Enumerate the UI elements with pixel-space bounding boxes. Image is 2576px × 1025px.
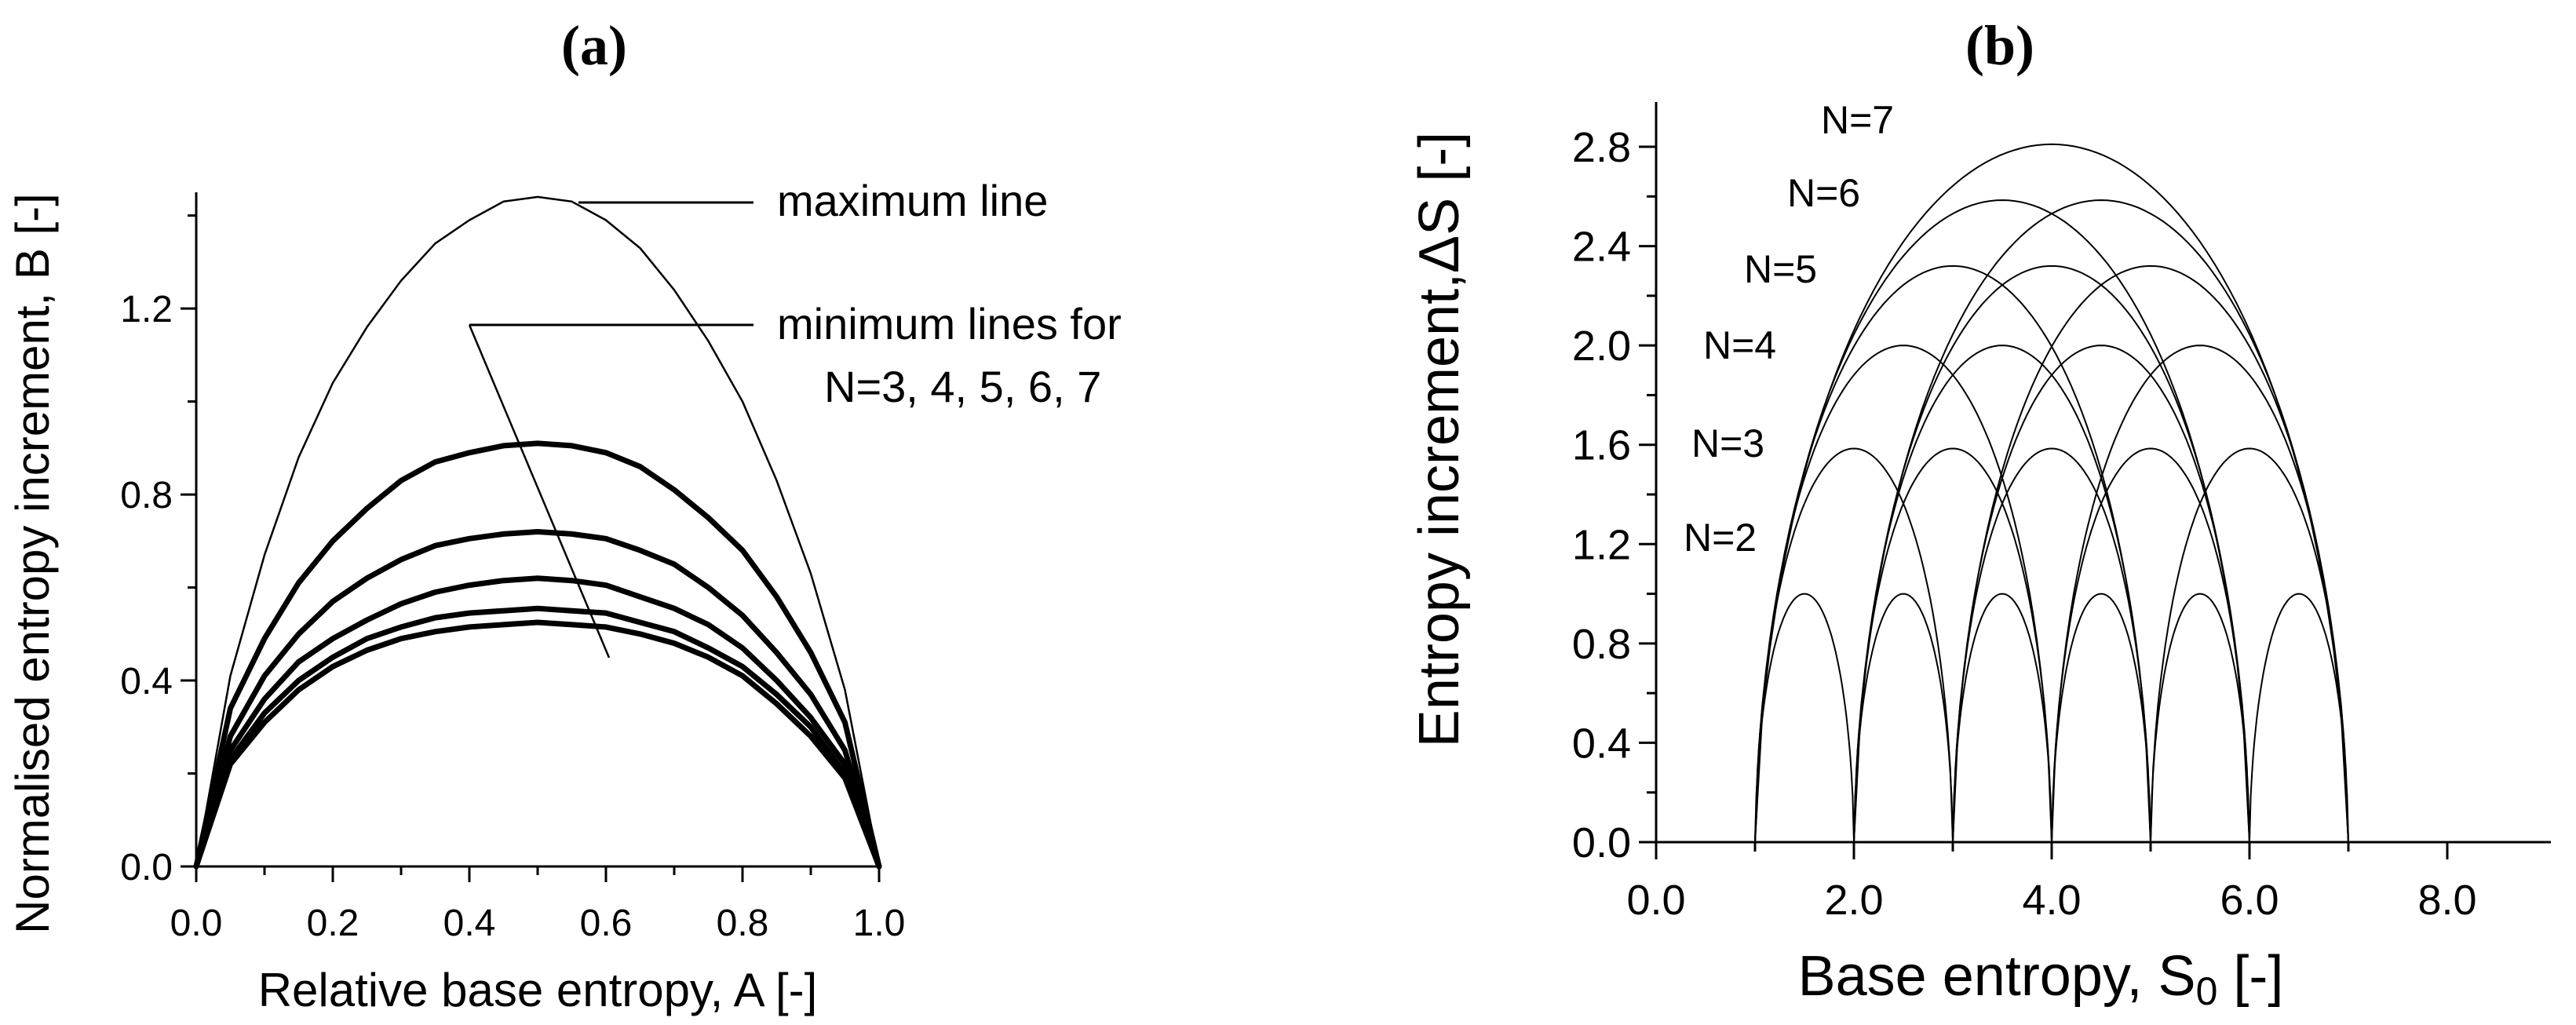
panel-a-y-tick-label: 0.0 [120, 847, 173, 888]
panel-b-x-tick-label: 8.0 [2417, 877, 2476, 924]
series-label-N-2: N=2 [1684, 516, 1757, 560]
maximum-line-curve [195, 195, 881, 868]
panel-b-y-tick-label: 1.2 [1572, 521, 1631, 568]
minimum-line-curve-4 [193, 605, 882, 870]
arch-N3-9 [2051, 447, 2250, 843]
panel-a-x-axis-label: Relative base entropy, A [-] [258, 964, 818, 1016]
minimum-lines-annotation-2: N=3, 4, 5, 6, 7 [824, 362, 1101, 411]
panel-b-ticks [1639, 145, 2449, 859]
panel-a-curves [193, 195, 882, 870]
arch-N2-2 [1952, 593, 2052, 843]
panel-b-x-axis-label-text: Base entropy, S [1798, 945, 2196, 1008]
panel-b-x-axis-label-unit: [-] [2217, 945, 2283, 1008]
panel-b-y-tick-label: 0.0 [1572, 819, 1631, 866]
arch-N5-15 [1754, 264, 2151, 843]
minimum-line-curve-3 [193, 575, 882, 870]
series-label-N-5: N=5 [1744, 247, 1817, 291]
panel-b-y-axis-label: Entropy increment,ΔS [-] [1408, 132, 1471, 747]
panel-a-y-tick-label: 0.4 [120, 661, 173, 702]
panel-b-y-axis-label-symbol: ΔS [1408, 198, 1471, 273]
panel-b-tick-labels: 0.0 2.0 4.0 6.0 8.0 0.0 0.4 0.8 1.2 1.6 2.0 2.4 2.8 [1572, 124, 2477, 924]
arch-N2-5 [2249, 593, 2349, 843]
panel-a-ticks [181, 214, 881, 882]
minimum-line-curve-2 [193, 529, 882, 870]
panel-b-y-tick-label: 2.0 [1572, 323, 1631, 370]
panel-a: (a) 0.0 0.2 0.4 0.6 0.8 1.0 0.0 0.4 0.8 1.2 maxim… [6, 14, 1122, 1016]
arch-N5-17 [1952, 264, 2349, 843]
arch-N7-20 [1754, 143, 2349, 843]
arch-N4-13 [1952, 345, 2250, 843]
panel-b-x-tick-label: 4.0 [2022, 877, 2081, 924]
panel-a-x-tick-label: 0.4 [443, 903, 496, 944]
panel-b-y-tick-label: 0.4 [1572, 720, 1631, 767]
arch-N2-4 [2150, 593, 2250, 843]
arch-N4-14 [2051, 345, 2349, 843]
panel-b-x-axis-label: Base entropy, S0 [-] [1798, 945, 2284, 1013]
panel-a-tick-labels: 0.0 0.2 0.4 0.6 0.8 1.0 0.0 0.4 0.8 1.2 [120, 289, 905, 944]
series-label-N-4: N=4 [1703, 323, 1776, 367]
minimum-pointer-line [468, 324, 611, 658]
panel-b-y-tick-label: 2.4 [1572, 224, 1631, 271]
arch-N6-18 [1754, 199, 2250, 843]
panel-b-x-tick-label: 0.0 [1626, 877, 1685, 924]
series-label-N-7: N=7 [1821, 98, 1894, 142]
panel-b-y-axis-label-unit: [-] [1408, 132, 1471, 198]
panel-b-x-tick-label: 6.0 [2220, 877, 2279, 924]
panel-b-y-tick-label: 2.8 [1572, 124, 1631, 171]
panel-b-y-tick-label: 1.6 [1572, 422, 1631, 469]
panel-b-axes [1655, 102, 2551, 844]
panel-a-y-tick-label: 1.2 [120, 289, 173, 330]
panel-a-x-tick-label: 1.0 [853, 903, 906, 944]
panel-b-x-tick-label: 2.0 [1824, 877, 1883, 924]
panel-b-curves [1754, 143, 2349, 843]
arch-N3-7 [1853, 447, 2052, 843]
panel-a-x-tick-label: 0.6 [580, 903, 633, 944]
panel-a-x-tick-label: 0.8 [717, 903, 769, 944]
panel-b-label: (b) [1965, 14, 2034, 77]
arch-N2-3 [2051, 593, 2151, 843]
series-label-N-3: N=3 [1691, 421, 1764, 465]
panel-b-y-tick-label: 0.8 [1572, 621, 1631, 668]
panel-a-label: (a) [561, 14, 627, 77]
arch-N3-6 [1754, 447, 1954, 843]
arch-N6-19 [1853, 199, 2349, 843]
panel-a-y-axis-label: Normalised entropy increment, B [-] [6, 193, 59, 934]
arch-N3-8 [1952, 447, 2151, 843]
panel-a-x-tick-label: 0.0 [170, 903, 223, 944]
panel-a-y-tick-label: 0.8 [120, 475, 173, 516]
minimum-line-curve-5 [193, 619, 882, 870]
panel-b: (b) 0.0 2.0 4.0 6.0 8.0 0.0 0.4 0.8 1.2 1.6 2.0 2.4… [1408, 14, 2551, 1013]
minimum-lines-annotation-1: minimum lines for [777, 299, 1122, 348]
minimum-line-curve-1 [193, 440, 882, 870]
series-label-N-6: N=6 [1787, 171, 1860, 215]
panel-b-series-labels: N=2 N=3 N=4 N=5 N=6 N=7 [1684, 98, 1894, 560]
arch-N5-16 [1853, 264, 2250, 843]
arch-N2-1 [1853, 593, 1954, 843]
panel-b-y-axis-label-text: Entropy increment, [1408, 273, 1471, 747]
maximum-line-annotation: maximum line [777, 176, 1048, 225]
panel-a-x-tick-label: 0.2 [307, 903, 359, 944]
panel-b-x-axis-label-subscript: 0 [2196, 969, 2218, 1013]
arch-N3-10 [2150, 447, 2349, 843]
arch-N2-0 [1754, 593, 1855, 843]
